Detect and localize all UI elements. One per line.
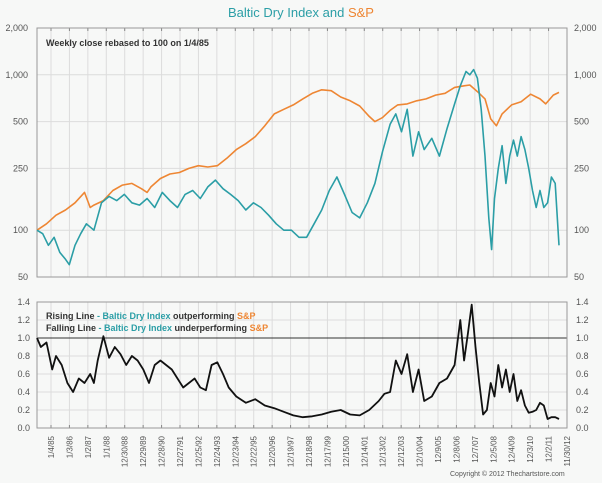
chart-title-text: Baltic Dry Index and S&P <box>228 5 374 20</box>
x-tick-label: 12/7/07 <box>471 435 480 462</box>
bottom-y-tick-label-right: 0.6 <box>576 369 589 379</box>
legend-part: Rising Line <box>46 311 95 321</box>
top-y-tick-label-left: 100 <box>13 225 28 235</box>
bottom-series-group <box>36 303 560 420</box>
x-tick-label: 12/4/09 <box>508 435 517 462</box>
x-tick-label: 12/22/95 <box>250 435 259 467</box>
x-tick-label: 12/30/88 <box>121 435 130 467</box>
chart-title-part: and <box>319 5 348 20</box>
x-tick-label: 12/14/01 <box>360 435 369 467</box>
bottom-y-tick-label-right: 1.2 <box>576 315 589 325</box>
bottom-y-tick-label-right: 0.2 <box>576 405 589 415</box>
top-y-tick-label-left: 2,000 <box>5 23 28 33</box>
bottom-y-axis: 0.0 0.0 0.2 0.2 0.4 0.4 0.6 0.6 0.8 0.8 1.0 1.0 1.2 1… <box>17 297 588 433</box>
x-tick-label: 12/25/92 <box>194 435 203 467</box>
x-axis: 1/4/85 1/3/86 1/2/87 1/1/88 12/30/88 12/29/89… <box>47 435 572 467</box>
bottom-panel-legend: Rising Line - Baltic Dry Index outperfor… <box>46 311 268 333</box>
bottom-y-tick-label-right: 1.4 <box>576 297 589 307</box>
x-tick-label: 1/4/85 <box>47 435 56 458</box>
top-y-tick-label-right: 500 <box>574 117 589 127</box>
bottom-y-tick-label-left: 1.4 <box>17 297 30 307</box>
top-panel-frame <box>36 27 568 278</box>
legend-part: - <box>96 323 104 333</box>
bottom-y-tick-label-right: 0.8 <box>576 351 589 361</box>
top-series-group <box>36 68 560 266</box>
bottom-y-tick-label-left: 0.2 <box>17 405 30 415</box>
top-y-tick-label-left: 50 <box>18 272 28 282</box>
top-y-tick-label-left: 1,000 <box>5 70 28 80</box>
legend-line: Rising Line - Baltic Dry Index outperfor… <box>46 311 256 321</box>
bottom-y-tick-label-left: 1.2 <box>17 315 30 325</box>
x-tick-label: 12/27/91 <box>176 435 185 467</box>
legend-part: Baltic Dry Index <box>103 311 171 321</box>
top-y-tick-label-right: 2,000 <box>574 23 597 33</box>
bottom-y-tick-label-left: 0.0 <box>17 423 30 433</box>
x-tick-label: 12/15/00 <box>342 435 351 467</box>
legend-part: Baltic Dry Index <box>104 323 172 333</box>
top-y-axis: 50 50 100 100 250 250 500 500 1,000 1,000 2,000 2,0… <box>5 23 596 282</box>
bottom-y-tick-label-left: 1.0 <box>17 333 30 343</box>
top-y-tick-label-right: 250 <box>574 163 589 173</box>
bottom-y-tick-label-right: 0.4 <box>576 387 589 397</box>
top-y-tick-label-right: 50 <box>574 272 584 282</box>
x-tick-label: 12/12/03 <box>397 435 406 467</box>
x-tick-label: 12/19/97 <box>287 435 296 467</box>
bottom-y-tick-label-left: 0.6 <box>17 369 30 379</box>
legend-part: - <box>95 311 103 321</box>
bottom-y-tick-label-left: 0.4 <box>17 387 30 397</box>
legend-line: Falling Line - Baltic Dry Index underper… <box>46 323 268 333</box>
x-tick-label: 12/2/11 <box>545 435 554 462</box>
legend-part: S&P <box>237 311 256 321</box>
top-y-tick-label-right: 100 <box>574 225 589 235</box>
bottom-y-tick-label-left: 0.8 <box>17 351 30 361</box>
chart-title-part: Baltic Dry Index <box>228 5 320 20</box>
legend-part: underperforming <box>172 323 250 333</box>
bottom-y-tick-label-right: 1.0 <box>576 333 589 343</box>
series-line-s-p <box>36 84 560 231</box>
legend-part: S&P <box>250 323 269 333</box>
x-tick-label: 11/30/12 <box>563 435 572 466</box>
x-tick-label: 12/23/94 <box>231 435 240 467</box>
copyright-text: Copyright © 2012 Thechartstore.com <box>450 470 565 478</box>
x-tick-label: 1/3/86 <box>65 435 74 458</box>
bottom-panel-frame <box>36 301 568 429</box>
top-y-tick-label-right: 1,000 <box>574 70 597 80</box>
series-line-ratio <box>36 303 560 420</box>
x-tick-label: 12/18/98 <box>305 435 314 467</box>
top-panel-grid <box>37 27 568 278</box>
x-tick-label: 12/3/10 <box>526 435 535 462</box>
chart-title: Baltic Dry Index and S&P <box>228 5 374 20</box>
x-tick-label: 1/1/88 <box>102 435 111 458</box>
series-line-baltic-dry-index <box>36 68 560 266</box>
x-tick-label: 1/2/87 <box>84 435 93 458</box>
chart-title-part: S&P <box>348 5 374 20</box>
top-y-tick-label-left: 250 <box>13 163 28 173</box>
top-panel-annotation: Weekly close rebased to 100 on 1/4/85 <box>46 38 209 48</box>
x-tick-label: 12/29/89 <box>139 435 148 467</box>
x-tick-label: 12/5/08 <box>489 435 498 462</box>
legend-part: Falling Line <box>46 323 96 333</box>
x-tick-label: 12/17/99 <box>323 435 332 467</box>
x-tick-label: 12/13/02 <box>379 435 388 467</box>
x-tick-label: 12/9/05 <box>434 435 443 462</box>
x-tick-label: 12/20/96 <box>268 435 277 467</box>
legend-part: outperforming <box>171 311 238 321</box>
x-tick-label: 12/28/90 <box>158 435 167 467</box>
x-tick-label: 12/24/93 <box>213 435 222 467</box>
top-y-tick-label-left: 500 <box>13 117 28 127</box>
x-tick-label: 12/8/06 <box>452 435 461 462</box>
bottom-y-tick-label-right: 0.0 <box>576 423 589 433</box>
x-tick-label: 12/10/04 <box>416 435 425 467</box>
